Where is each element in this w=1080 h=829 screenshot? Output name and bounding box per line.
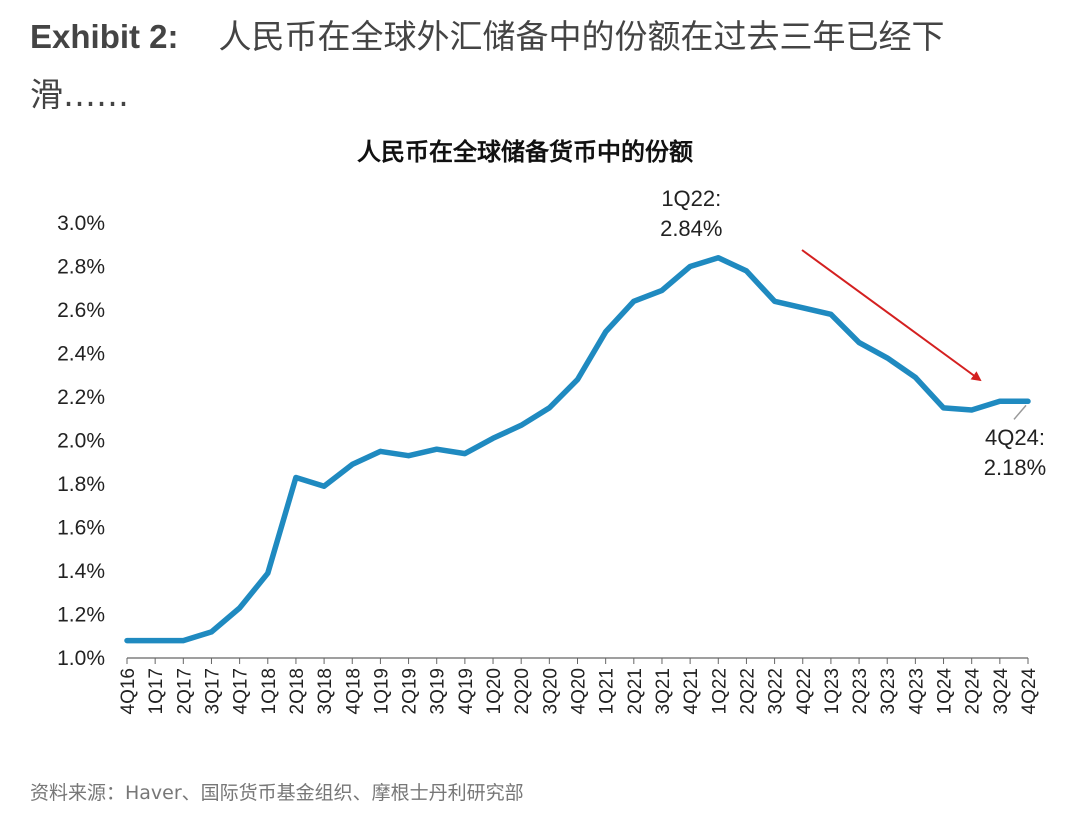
x-tick-label: 2Q24 — [963, 668, 984, 715]
y-tick-label: 1.2% — [57, 604, 105, 627]
x-tick-label: 2Q19 — [400, 668, 421, 714]
x-tick-label: 3Q18 — [315, 668, 336, 714]
x-tick-label: 3Q17 — [202, 668, 223, 714]
callout-pointer — [1013, 404, 1027, 420]
x-tick-label: 1Q21 — [597, 668, 618, 714]
y-tick-label: 1.4% — [57, 560, 105, 583]
x-tick-label: 3Q24 — [991, 668, 1012, 715]
y-tick-label: 3.0% — [57, 212, 105, 235]
annotation-label: 4Q24: — [985, 425, 1045, 450]
y-tick-label: 2.6% — [57, 299, 105, 322]
x-tick-label: 3Q23 — [878, 668, 899, 714]
x-tick-label: 2Q22 — [737, 668, 758, 714]
y-tick-label: 1.6% — [57, 517, 105, 540]
annotation-label: 1Q22: — [661, 186, 721, 211]
x-tick-label: 4Q21 — [681, 668, 702, 714]
x-tick-label: 1Q23 — [822, 668, 843, 714]
y-tick-label: 2.4% — [57, 343, 105, 366]
exhibit-label: Exhibit 2: — [30, 18, 179, 55]
x-tick-label: 3Q19 — [428, 668, 449, 714]
y-axis: 1.0% 1.2% 1.4% 1.6% 1.8% 2.0% 2.2% 2.4% 2.6% 2.8%… — [57, 212, 105, 670]
y-tick-label: 2.0% — [57, 430, 105, 453]
source-note: 资料来源：Haver、国际货币基金组织、摩根士丹利研究部 — [30, 782, 524, 804]
x-tick-label: 1Q17 — [146, 668, 167, 714]
x-tick-label: 1Q19 — [371, 668, 392, 714]
series-line — [124, 255, 1031, 644]
series-layer — [124, 255, 1031, 644]
x-tick-label: 4Q24 — [1019, 668, 1040, 715]
x-tick-label: 4Q22 — [794, 668, 815, 714]
exhibit-title: 人民币在全球外汇储备中的份额在过去三年已经下滑…… — [30, 17, 945, 114]
y-tick-label: 2.8% — [57, 256, 105, 279]
x-axis: 4Q16 1Q17 2Q17 3Q17 4Q17 1Q18 2Q18 3Q18 4Q18 1Q19… — [118, 657, 1040, 715]
x-tick-label: 4Q18 — [343, 668, 364, 714]
chart-title: 人民币在全球储备货币中的份额 — [357, 138, 693, 166]
x-tick-label: 2Q20 — [512, 668, 533, 714]
exhibit-header: Exhibit 2: 人民币在全球外汇储备中的份额在过去三年已经下滑…… — [30, 8, 1040, 124]
annotation-value: 2.84% — [660, 216, 722, 241]
x-tick-label: 3Q20 — [540, 668, 561, 714]
x-tick-label: 2Q21 — [625, 668, 646, 714]
x-tick-label: 4Q20 — [569, 668, 590, 714]
x-tick-label: 1Q18 — [259, 668, 280, 714]
x-tick-label: 4Q19 — [456, 668, 477, 714]
x-tick-label: 4Q23 — [906, 668, 927, 714]
y-tick-label: 2.2% — [57, 386, 105, 409]
x-tick-label: 1Q24 — [935, 668, 956, 715]
x-tick-label: 1Q22 — [709, 668, 730, 714]
x-tick-label: 4Q17 — [231, 668, 252, 714]
annotation-value: 2.18% — [984, 455, 1046, 480]
x-tick-label: 2Q17 — [174, 668, 195, 714]
x-tick-label: 1Q20 — [484, 668, 505, 714]
x-tick-label: 2Q18 — [287, 668, 308, 714]
trend-arrow — [801, 249, 982, 382]
x-tick-label: 4Q16 — [118, 668, 139, 714]
y-tick-label: 1.8% — [57, 473, 105, 496]
x-tick-label: 2Q23 — [850, 668, 871, 714]
x-tick-label: 3Q22 — [766, 668, 787, 714]
x-tick-label: 3Q21 — [653, 668, 674, 714]
y-tick-label: 1.0% — [57, 647, 105, 670]
annotation-layer: 1Q22: 2.84% 4Q24: 2.18% — [660, 186, 1046, 480]
